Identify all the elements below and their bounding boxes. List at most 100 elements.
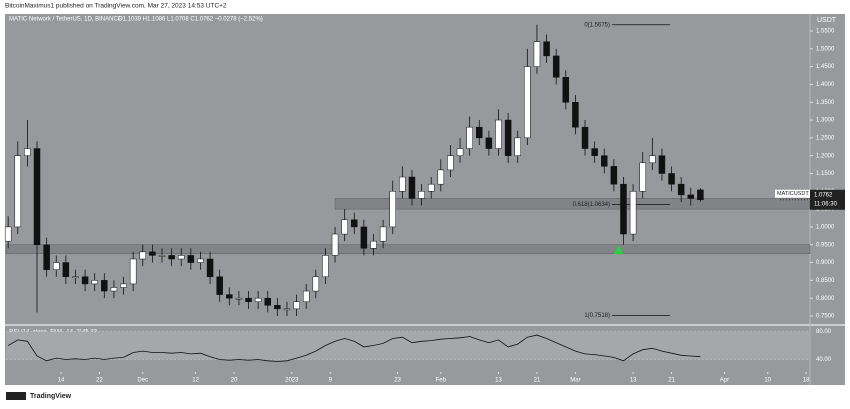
- candle-body: [543, 41, 550, 57]
- candle-body: [610, 166, 618, 185]
- candle-body: [91, 280, 98, 285]
- candle-body: [447, 155, 454, 171]
- x-tick-label: 23: [394, 378, 401, 384]
- candle-body: [245, 297, 252, 302]
- candle-body: [322, 255, 329, 278]
- candle-body: [187, 255, 195, 263]
- axis-title: USDT: [817, 17, 837, 24]
- candle-body: [302, 290, 310, 302]
- y-tick-label: 1.1500: [816, 171, 835, 177]
- footer: TradingView: [30, 393, 72, 400]
- candle-body: [14, 155, 22, 228]
- candle-body: [283, 308, 291, 311]
- x-tick-label: 9: [329, 378, 333, 384]
- candle-body: [331, 233, 339, 256]
- candle-body: [168, 255, 175, 260]
- candle-body: [101, 280, 108, 292]
- candle-body: [524, 66, 531, 139]
- candle-body: [649, 155, 656, 164]
- candle-body: [312, 276, 320, 292]
- y-tick-label: 1.2500: [816, 135, 835, 141]
- indicator-line: [7, 334, 701, 362]
- candle-body: [504, 119, 512, 156]
- candle-body: [24, 148, 31, 156]
- candle-body: [591, 148, 598, 156]
- x-tick-label: Apr: [720, 378, 729, 384]
- candle-body: [226, 294, 233, 299]
- x-tick-label: 13: [630, 378, 637, 384]
- candle-body: [668, 173, 675, 185]
- x-tick-label: 20: [231, 378, 238, 384]
- candle-body: [408, 176, 416, 199]
- candle-body: [697, 189, 704, 201]
- candle-body: [4, 226, 12, 242]
- candle-body: [533, 41, 541, 67]
- x-tick-label: 10: [764, 378, 771, 384]
- candle-body: [81, 276, 89, 285]
- candle-body: [72, 276, 79, 279]
- candle-body: [639, 162, 646, 192]
- candle-body: [677, 183, 685, 196]
- candle-body: [293, 301, 300, 310]
- y-tick-label: 1.3000: [816, 118, 835, 124]
- candle-body: [456, 148, 464, 156]
- price-tag-symbol: MATICUSDT: [777, 191, 809, 197]
- candle-body: [379, 226, 387, 242]
- candle-body: [427, 183, 435, 192]
- chart-title: MATIC Network / TetherUS, 1D, BINANCE: [9, 17, 122, 23]
- x-tick-label: 12: [192, 378, 199, 384]
- candle-body: [129, 258, 137, 285]
- y-tick-label: 1.3500: [816, 100, 835, 106]
- candle-body: [629, 191, 637, 235]
- candle-body: [658, 155, 666, 174]
- x-tick-label: Dec: [137, 378, 148, 384]
- candle-body: [274, 305, 281, 310]
- price-tag-price: 1.0762: [814, 192, 833, 198]
- fib-label: 0(1.5675): [584, 22, 610, 28]
- candle-body: [389, 191, 396, 228]
- y-tick-label: 0.9000: [816, 260, 835, 266]
- x-tick-label: Mar: [570, 378, 580, 384]
- y-tick-label: 1.5500: [816, 29, 835, 35]
- candle-body: [235, 297, 243, 300]
- y-tick-label: 1.4000: [816, 82, 835, 88]
- candle-body: [601, 155, 608, 167]
- price-tag-countdown: 11:06:30: [814, 201, 838, 207]
- x-tick-label: 22: [96, 378, 103, 384]
- candle-body: [216, 276, 223, 295]
- y-tick-label: 0.7500: [816, 314, 835, 320]
- logo: [6, 392, 26, 400]
- candle-body: [341, 219, 348, 235]
- candle-body: [485, 137, 493, 149]
- x-tick-label: 18: [803, 378, 810, 384]
- y-tick-label: 0.8500: [816, 278, 835, 284]
- candle-body: [139, 251, 147, 260]
- candle-body: [495, 119, 502, 149]
- candle-body: [52, 262, 60, 270]
- candle-body: [552, 55, 560, 78]
- candle-body: [687, 194, 695, 199]
- candle-body: [149, 251, 156, 256]
- candle-body: [43, 244, 50, 270]
- zone: [5, 244, 811, 254]
- candle-body: [514, 137, 521, 156]
- x-tick-label: 21: [534, 378, 541, 384]
- y-tick-label: 0.8000: [816, 296, 835, 302]
- candle-body: [581, 126, 589, 149]
- x-tick-label: 14: [58, 378, 65, 384]
- candle-body: [264, 297, 272, 306]
- y-tick-label: 1.0000: [816, 225, 835, 231]
- candle-body: [620, 183, 627, 235]
- candle-body: [158, 255, 166, 257]
- candle-body: [351, 219, 358, 228]
- candle-body: [562, 77, 570, 103]
- candle-body: [466, 126, 473, 149]
- y-tick-label: 1.4500: [816, 64, 835, 70]
- candle-body: [197, 258, 204, 263]
- candle-body: [418, 191, 425, 199]
- ohlc-legend: O1.1039 H1.1086 L1.0708 C1.0762 −0.0278 …: [118, 17, 263, 23]
- candle-body: [33, 148, 41, 245]
- x-tick-label: 13: [495, 378, 502, 384]
- candle-body: [177, 255, 185, 260]
